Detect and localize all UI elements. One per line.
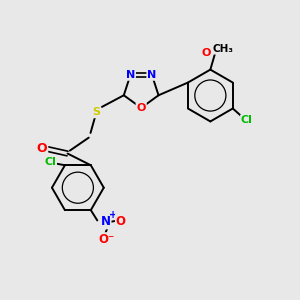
Text: CH₃: CH₃ (212, 44, 233, 54)
Text: +: + (109, 210, 117, 220)
Text: N: N (147, 70, 157, 80)
Text: O: O (202, 48, 211, 58)
Text: O: O (37, 142, 47, 155)
Text: O: O (116, 214, 126, 227)
Text: Cl: Cl (241, 115, 253, 125)
Text: O: O (136, 103, 146, 113)
Text: Cl: Cl (44, 157, 56, 167)
Text: S: S (92, 107, 101, 117)
Text: N: N (126, 70, 135, 80)
Text: O⁻: O⁻ (98, 233, 114, 246)
Text: N: N (100, 215, 110, 228)
